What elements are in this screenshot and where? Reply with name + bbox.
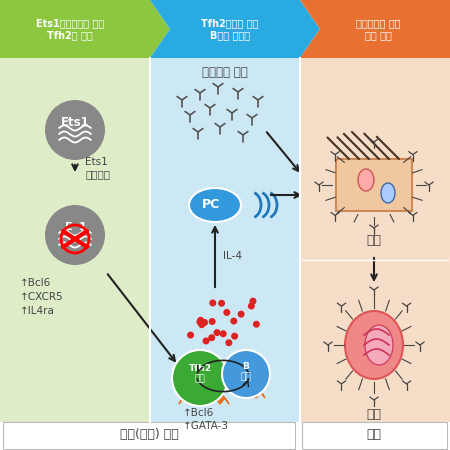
Circle shape	[201, 319, 208, 326]
Bar	[300, 58, 450, 422]
Text: B
세포: B 세포	[241, 362, 252, 382]
Text: 피부: 피부	[366, 234, 382, 247]
Text: IL-4: IL-4	[223, 251, 242, 261]
Circle shape	[223, 309, 230, 316]
Text: 1: 1	[79, 222, 87, 232]
Text: 자가항체에 의한
조직 파괴: 자가항체에 의한 조직 파괴	[356, 18, 400, 40]
Polygon shape	[179, 391, 197, 404]
Ellipse shape	[189, 188, 241, 222]
Text: 신장: 신장	[366, 409, 382, 422]
Text: Tfh2세포에 의한
B세포 활성화: Tfh2세포에 의한 B세포 활성화	[201, 18, 259, 40]
Bar	[0, 58, 150, 422]
Circle shape	[220, 330, 227, 337]
Circle shape	[218, 300, 225, 307]
Text: 장기: 장기	[366, 428, 382, 441]
Text: Tfh2
세포: Tfh2 세포	[189, 364, 211, 384]
Circle shape	[238, 310, 245, 318]
Bar	[302, 422, 447, 449]
Text: Ets1돌연변이에 의한
Tfh2의 증가: Ets1돌연변이에 의한 Tfh2의 증가	[36, 18, 104, 40]
Circle shape	[45, 100, 105, 160]
Text: Ets1: Ets1	[61, 116, 90, 129]
Circle shape	[187, 332, 194, 338]
Text: Ets1
돌연변이: Ets1 돌연변이	[85, 157, 110, 179]
Circle shape	[197, 319, 203, 326]
Circle shape	[248, 302, 255, 310]
Circle shape	[209, 318, 216, 325]
Bar	[3, 422, 295, 449]
Polygon shape	[0, 0, 170, 58]
Ellipse shape	[365, 325, 393, 365]
Circle shape	[253, 321, 260, 328]
FancyBboxPatch shape	[336, 159, 412, 211]
Circle shape	[208, 334, 215, 341]
Circle shape	[230, 318, 237, 324]
Text: ↑Bcl6
↑CXCR5
↑IL4ra: ↑Bcl6 ↑CXCR5 ↑IL4ra	[20, 278, 63, 316]
Ellipse shape	[358, 169, 374, 191]
Bar	[150, 58, 300, 422]
Polygon shape	[150, 0, 320, 58]
Circle shape	[209, 299, 216, 306]
Text: PC: PC	[202, 198, 220, 211]
Circle shape	[45, 205, 105, 265]
Circle shape	[231, 333, 238, 340]
Text: ↑Bcl6
↑GATA-3: ↑Bcl6 ↑GATA-3	[183, 408, 229, 431]
Circle shape	[172, 350, 228, 406]
Text: 림프(면역) 기관: 림프(면역) 기관	[120, 428, 178, 441]
Circle shape	[213, 329, 220, 336]
Text: 자가항체 생성: 자가항체 생성	[202, 66, 248, 78]
Circle shape	[249, 297, 256, 305]
Polygon shape	[247, 385, 265, 398]
Circle shape	[225, 339, 232, 346]
Circle shape	[202, 338, 210, 344]
Ellipse shape	[345, 311, 403, 379]
Polygon shape	[211, 391, 229, 404]
Circle shape	[222, 350, 270, 398]
Circle shape	[198, 321, 205, 328]
Circle shape	[197, 317, 204, 324]
Ellipse shape	[381, 183, 395, 203]
Polygon shape	[300, 0, 450, 58]
Text: E: E	[65, 222, 73, 232]
